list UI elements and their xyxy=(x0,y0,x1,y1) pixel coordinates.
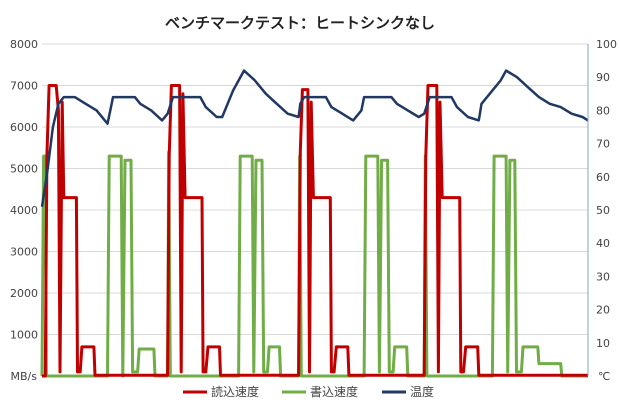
right-tick-label: 70 xyxy=(596,138,610,151)
legend: 読込速度 書込速度 温度 xyxy=(183,384,434,399)
left-tick-label: 4000 xyxy=(10,204,38,217)
series-line-read-speed xyxy=(42,84,588,378)
right-tick-label: 80 xyxy=(596,104,610,117)
right-tick-label: 40 xyxy=(596,237,610,250)
left-tick-label: 6000 xyxy=(10,121,38,134)
series-line-write-speed xyxy=(40,150,588,378)
left-tick-label: 8000 xyxy=(10,38,38,51)
left-tick-label: 7000 xyxy=(10,80,38,93)
right-tick-label: 20 xyxy=(596,304,610,317)
left-axis-ticks: 1000 2000 3000 4000 5000 6000 7000 8000 xyxy=(10,38,38,342)
right-tick-label: 50 xyxy=(596,204,610,217)
right-tick-label: 60 xyxy=(596,171,610,184)
left-tick-label: 2000 xyxy=(10,287,38,300)
right-tick-label: 90 xyxy=(596,71,610,84)
right-axis-unit-label: ℃ xyxy=(598,370,610,383)
legend-label-write-speed: 書込速度 xyxy=(310,384,358,399)
right-tick-label: 30 xyxy=(596,270,610,283)
legend-label-temperature: 温度 xyxy=(410,384,434,399)
left-axis-unit-label: MB/s xyxy=(11,370,38,383)
right-tick-label: 10 xyxy=(596,337,610,350)
left-tick-label: 5000 xyxy=(10,163,38,176)
right-axis-ticks: 10 20 30 40 50 60 70 80 90 100 xyxy=(596,38,617,350)
series-layer xyxy=(40,69,589,378)
series-line-temperature xyxy=(40,69,589,207)
legend-label-read-speed: 読込速度 xyxy=(211,384,259,399)
left-tick-label: 3000 xyxy=(10,246,38,259)
right-tick-label: 100 xyxy=(596,38,617,51)
chart-title: ベンチマークテスト：ヒートシンクなし xyxy=(165,14,435,32)
left-tick-label: 1000 xyxy=(10,329,38,342)
